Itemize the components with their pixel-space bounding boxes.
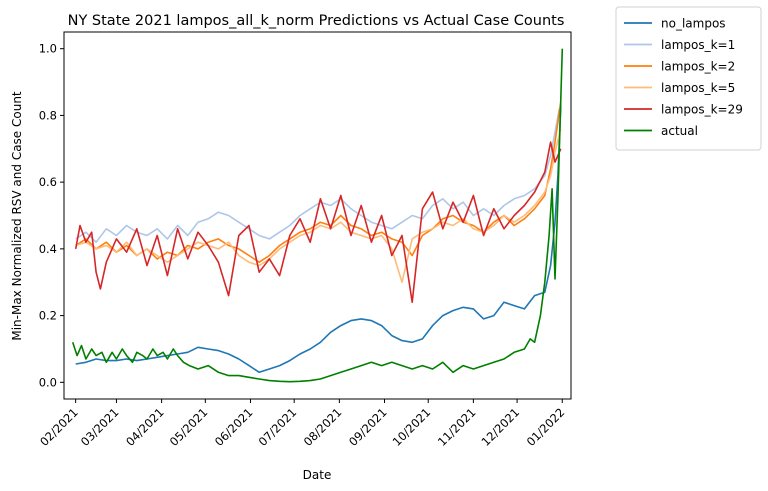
y-tick-label: 0.0 (39, 375, 57, 389)
series-line-4 (74, 141, 562, 303)
series-layer (71, 48, 564, 383)
series-line-3 (75, 128, 562, 283)
legend-label: lampos_k=29 (661, 103, 743, 117)
x-tick-label: 07/2021 (256, 405, 300, 449)
series-line-5 (71, 48, 564, 383)
series-line-2 (75, 101, 562, 263)
x-tick-label: 04/2021 (123, 405, 167, 449)
legend-label: lampos_k=2 (661, 60, 735, 74)
y-tick-label: 0.8 (39, 108, 57, 122)
series-line-1 (75, 108, 561, 243)
x-tick-label: 08/2021 (301, 405, 345, 449)
y-axis: 0.0 0.2 0.4 0.6 0.8 1.0 (39, 42, 64, 389)
x-axis-label: Date (303, 468, 332, 482)
legend: no_lampos lampos_k=1 lampos_k=2 lampos_k=5l… (615, 6, 762, 151)
y-tick-label: 0.2 (39, 309, 57, 323)
x-tick-label: 05/2021 (167, 405, 211, 449)
x-tick-label: 01/2022 (524, 405, 568, 449)
plot-area (63, 31, 572, 400)
legend-label: actual (661, 124, 698, 138)
x-tick-label: 12/2021 (479, 405, 523, 449)
x-tick-label: 10/2021 (390, 405, 434, 449)
x-tick-label: 11/2021 (435, 405, 479, 449)
legend-label: lampos_k=1 (661, 38, 735, 52)
chart-title: NY State 2021 lampos_all_k_norm Predicti… (68, 13, 565, 29)
x-tick-label: 09/2021 (346, 405, 390, 449)
y-tick-label: 0.4 (39, 242, 57, 256)
y-axis-label: Min-Max Normalized RSV and Case Count (10, 91, 24, 341)
legend-label: lampos_k=5 (661, 81, 735, 95)
x-tick-label: 02/2021 (37, 405, 81, 449)
y-tick-label: 0.6 (39, 175, 57, 189)
series-line-0 (75, 105, 562, 374)
y-tick-label: 1.0 (39, 42, 57, 56)
legend-box (615, 6, 762, 151)
legend-label: no_lampos (661, 17, 726, 31)
x-tick-label: 06/2021 (212, 405, 256, 449)
x-tick-label: 03/2021 (78, 405, 122, 449)
